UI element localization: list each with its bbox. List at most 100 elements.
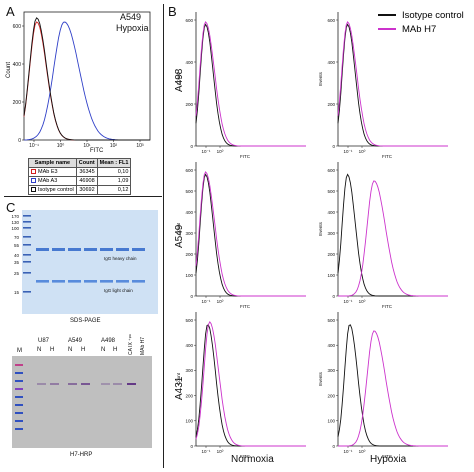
gel-heavy-band: [84, 248, 97, 251]
grid-ytick-label: 0: [332, 144, 335, 149]
table-row: Isotype control 30692 0,12: [28, 185, 132, 195]
blot-ladder-band: [15, 388, 23, 390]
grid-ylabel: Count: [176, 372, 181, 385]
gel-marker-label: 25: [14, 271, 20, 276]
panel-a-xlabel: FITC: [90, 148, 104, 154]
grid-xlabel: FITC: [240, 154, 251, 159]
blot-band: [50, 383, 59, 385]
gel-marker-label: 35: [14, 260, 20, 265]
stats-table: Sample name Count Mean : FL1 MAb E3 3634…: [28, 158, 132, 195]
gel-heavy-band: [36, 248, 49, 251]
gel-marker-band: [23, 244, 31, 246]
stats-row-mean: 0,12: [96, 185, 132, 195]
grid-ytick-label: 200: [327, 252, 335, 257]
gel-marker-label: 40: [14, 253, 20, 258]
blot-ladder-band: [15, 412, 23, 414]
gel-marker-band: [23, 291, 31, 293]
blot-lane-n1: N: [37, 347, 42, 353]
grid-mab-curve: [338, 330, 448, 447]
grid-ytick-label: 400: [327, 210, 335, 215]
gel-marker-band: [23, 227, 31, 229]
blot-ladder-band: [15, 372, 23, 374]
gel-light-band: [132, 280, 145, 283]
western-blot: [12, 356, 152, 448]
vertical-divider: [163, 4, 164, 468]
gel-heavy-band: [68, 248, 81, 251]
grid-ytick-label: 500: [185, 189, 193, 194]
grid-xtick-label: 10⁰: [217, 149, 224, 154]
gel-light-band: [100, 280, 113, 283]
grid-ytick-label: 100: [327, 419, 335, 424]
gel-light-band: [68, 280, 81, 283]
grid-xtick-label: 10⁻¹: [202, 149, 211, 154]
grid-xlabel: FITC: [240, 454, 251, 459]
blot-band: [81, 383, 90, 385]
panel-a-series-2: [23, 17, 150, 141]
grid-mab-curve: [195, 171, 306, 297]
stats-row-name: Isotype control: [38, 187, 74, 193]
panel-a-plot: 600 400 200 0 10⁻¹ 10⁰ 10¹ 10² 10³: [13, 11, 151, 149]
grid-ytick-label: 300: [185, 368, 193, 373]
grid-xlabel: FITC: [382, 454, 393, 459]
gel-light-band: [52, 280, 65, 283]
panel-a-ytick-label: 600: [13, 24, 22, 30]
blot-group-label-u87: U87: [38, 338, 50, 344]
gel-marker-label: 15: [14, 290, 20, 295]
panel-a-ytick-label: 400: [13, 62, 22, 68]
panel-a-xtick-label: 10²: [110, 143, 118, 149]
gel-marker-band: [23, 221, 31, 223]
gel-marker-label: 70: [14, 235, 20, 240]
blot-ladder-band: [15, 420, 23, 422]
grid-xtick-label: 10⁻¹: [344, 299, 353, 304]
gel-marker-label: 100: [11, 226, 19, 231]
panel-a-xtick-label: 10¹: [83, 143, 91, 149]
gel-heavy-band: [100, 248, 113, 251]
grid-ytick-label: 400: [327, 60, 335, 65]
blot-lane-h2: H: [81, 347, 86, 353]
grid-ytick-label: 100: [185, 419, 193, 424]
gel-heavy-band: [132, 248, 145, 251]
grid-ytick-label: 300: [327, 368, 335, 373]
column-label-normoxia: Normoxia: [231, 454, 274, 465]
grid-ylabel: Events: [318, 221, 323, 236]
blot-band: [68, 383, 77, 385]
grid-mab-curve: [195, 321, 306, 447]
gel-caption: SDS-PAGE: [70, 318, 101, 324]
grid-ytick-label: 600: [327, 168, 335, 173]
blot-lane-n2: N: [68, 347, 73, 353]
grid-mab-curve: [337, 21, 448, 147]
panel-a-title-line2: Hypoxia: [116, 23, 149, 33]
grid-ytick-label: 600: [185, 18, 193, 23]
grid-ytick-label: 300: [185, 231, 193, 236]
grid-ytick-label: 500: [185, 318, 193, 323]
panel-a-ytick-label: 0: [18, 138, 21, 144]
legend-item-mab: MAb H7: [378, 24, 464, 38]
blot-band: [37, 383, 46, 385]
grid-xlabel: FITC: [382, 304, 393, 309]
grid-ytick-label: 400: [327, 343, 335, 348]
blot-lane-h1: H: [50, 347, 55, 353]
panel-a-ytick-label: 200: [13, 100, 22, 106]
grid-ytick-label: 500: [327, 189, 335, 194]
blot-group-label-a498: A498: [101, 338, 116, 344]
gel-light-band: [36, 280, 49, 283]
grid-ytick-label: 0: [332, 444, 335, 449]
sds-page-gel: [22, 210, 158, 314]
gel-marker-band: [23, 215, 31, 217]
panel-a-xtick-label: 10³: [136, 143, 144, 149]
blot-marker-label: M: [17, 348, 22, 354]
blot-band: [101, 383, 110, 385]
grid-xtick-label: 10⁰: [217, 449, 224, 454]
grid-ytick-label: 0: [190, 294, 193, 299]
blot-lane-n3: N: [101, 347, 106, 353]
grid-xtick-label: 10⁻¹: [344, 449, 353, 454]
grid-ylabel: Events: [318, 71, 323, 86]
stats-row-name: MAb E3: [38, 169, 58, 175]
legend: Isotype control MAb H7: [378, 10, 464, 38]
gel-marker-band: [23, 272, 31, 274]
panel-a-title-line1: A549: [120, 12, 142, 22]
gel-marker-label: 130: [11, 220, 19, 225]
gel-marker-label: 55: [14, 243, 20, 248]
stats-row-name: MAb A3: [38, 178, 58, 184]
